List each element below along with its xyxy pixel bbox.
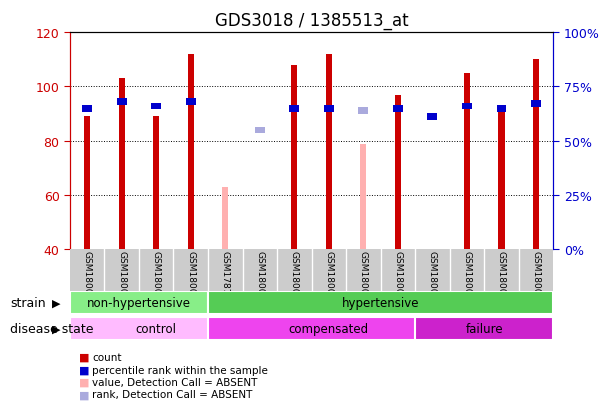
Text: GSM180073: GSM180073: [497, 251, 506, 306]
Text: GSM180075: GSM180075: [531, 251, 541, 306]
Bar: [393, 106, 403, 112]
Bar: [427, 114, 437, 121]
Text: control: control: [136, 322, 177, 335]
Text: GSM180079: GSM180079: [83, 251, 92, 306]
Bar: [188, 55, 194, 250]
Text: GSM180061: GSM180061: [324, 251, 333, 306]
Bar: [151, 103, 161, 110]
Bar: [497, 106, 506, 112]
Bar: [533, 60, 539, 250]
Text: GSM180089: GSM180089: [186, 251, 195, 306]
Text: GSM180085: GSM180085: [152, 251, 161, 306]
Bar: [70, 292, 208, 315]
Text: strain: strain: [10, 297, 46, 310]
Text: ▶: ▶: [52, 298, 61, 308]
Bar: [208, 317, 450, 340]
Bar: [531, 101, 541, 108]
Text: non-hypertensive: non-hypertensive: [87, 297, 191, 310]
Text: compensated: compensated: [289, 322, 369, 335]
Bar: [291, 66, 297, 250]
Text: GSM180059: GSM180059: [290, 251, 299, 306]
Bar: [359, 108, 368, 114]
Bar: [255, 127, 264, 134]
Title: GDS3018 / 1385513_at: GDS3018 / 1385513_at: [215, 12, 409, 31]
Bar: [415, 317, 553, 340]
Text: ■: ■: [79, 352, 89, 362]
Text: GSM180065: GSM180065: [393, 251, 402, 306]
Text: count: count: [92, 352, 122, 362]
Bar: [119, 79, 125, 250]
Text: disease state: disease state: [10, 322, 94, 335]
Bar: [289, 106, 299, 112]
Bar: [186, 99, 196, 106]
Bar: [153, 117, 159, 250]
Text: GSM180062: GSM180062: [359, 251, 368, 306]
Bar: [499, 109, 505, 250]
Text: rank, Detection Call = ABSENT: rank, Detection Call = ABSENT: [92, 389, 253, 399]
Text: hypertensive: hypertensive: [342, 297, 420, 310]
Bar: [222, 188, 229, 250]
Text: ■: ■: [79, 377, 89, 387]
Text: failure: failure: [465, 322, 503, 335]
Text: GSM180068: GSM180068: [428, 251, 437, 306]
Text: percentile rank within the sample: percentile rank within the sample: [92, 365, 268, 375]
Bar: [361, 144, 367, 250]
Bar: [324, 106, 334, 112]
Bar: [464, 74, 470, 250]
Bar: [70, 317, 243, 340]
Bar: [462, 103, 472, 110]
Bar: [82, 106, 92, 112]
Text: GSM180069: GSM180069: [463, 251, 471, 306]
Bar: [359, 108, 368, 114]
Text: ■: ■: [79, 365, 89, 375]
Text: GSM180082: GSM180082: [117, 251, 126, 306]
Bar: [326, 55, 332, 250]
Bar: [395, 95, 401, 250]
Bar: [208, 292, 553, 315]
Text: GSM180057: GSM180057: [255, 251, 264, 306]
Bar: [84, 117, 91, 250]
Text: ■: ■: [79, 389, 89, 399]
Text: value, Detection Call = ABSENT: value, Detection Call = ABSENT: [92, 377, 258, 387]
Text: ▶: ▶: [52, 324, 61, 334]
Bar: [117, 99, 126, 106]
Text: GSM178755: GSM178755: [221, 251, 230, 306]
